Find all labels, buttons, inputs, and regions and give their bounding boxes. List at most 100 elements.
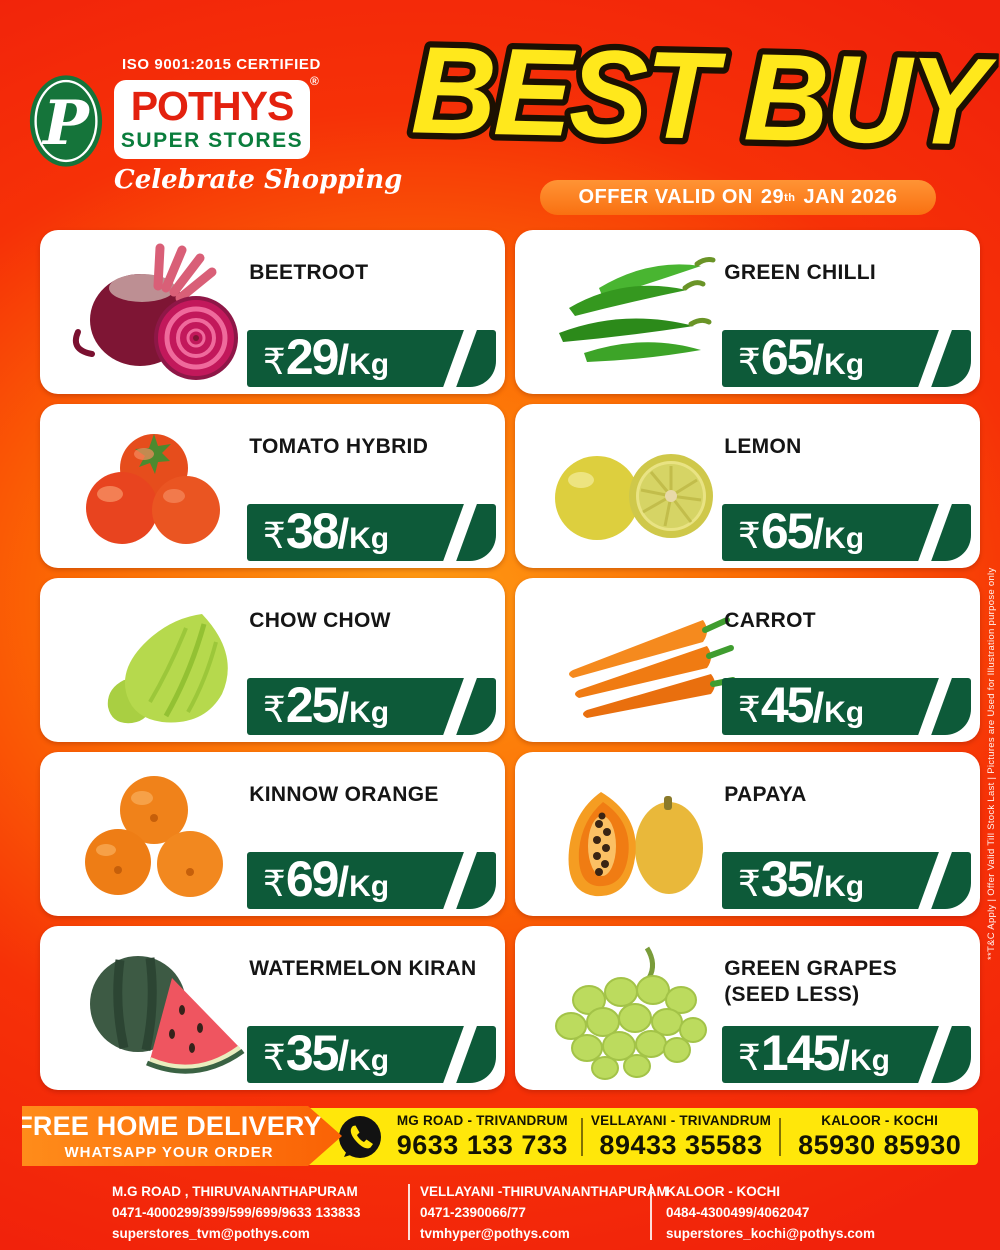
price-currency: ₹ bbox=[262, 863, 286, 904]
branch-divider bbox=[580, 1117, 583, 1156]
offer-day: 29 bbox=[760, 186, 785, 208]
bestbuy-title-text: BEST BUY bbox=[410, 21, 997, 171]
price-amount: 145 bbox=[760, 1026, 840, 1081]
pothys-monogram: P bbox=[41, 88, 91, 159]
offer-prefix: OFFER VALID ON bbox=[578, 186, 753, 208]
price-currency: ₹ bbox=[737, 1037, 761, 1078]
green-grapes-image bbox=[555, 946, 707, 1080]
product-price: ₹65/Kg bbox=[722, 504, 971, 561]
price-unit: Kg bbox=[349, 696, 390, 729]
contact-phone: 0484-4300499/4062047 bbox=[666, 1204, 810, 1220]
product-card: GREEN GRAPES (SEED LESS) ₹145/Kg bbox=[515, 926, 980, 1090]
price-currency: ₹ bbox=[737, 515, 761, 556]
contact-divider bbox=[650, 1184, 652, 1240]
product-price: ₹69/Kg bbox=[247, 852, 496, 909]
price-slash: / bbox=[812, 336, 825, 383]
contact-column: KALOOR - KOCHI 0484-4300499/4062047 supe… bbox=[666, 1182, 875, 1245]
product-price: ₹29/Kg bbox=[247, 330, 496, 387]
price-amount: 38 bbox=[285, 504, 340, 559]
whatsapp-icon bbox=[339, 1115, 381, 1158]
price-ribbon: ₹69/Kg bbox=[246, 852, 496, 909]
price-currency: ₹ bbox=[262, 689, 286, 730]
contact-email: tvmhyper@pothys.com bbox=[420, 1225, 570, 1241]
bestbuy-title: BEST BUY bbox=[404, 15, 1000, 178]
price-currency: ₹ bbox=[262, 515, 286, 556]
price-slash: / bbox=[337, 336, 350, 383]
price-ribbon: ₹65/Kg bbox=[721, 330, 971, 387]
price-unit: Kg bbox=[824, 696, 865, 729]
kinnow-orange-image bbox=[85, 776, 223, 897]
contact-column: M.G ROAD , THIRUVANANTHAPURAM 0471-40002… bbox=[112, 1182, 361, 1245]
green-chilli-image bbox=[559, 257, 716, 362]
registered-mark: ® bbox=[310, 74, 319, 88]
branch-group: VELLAYANI - TRIVANDRUM 89433 35583 bbox=[583, 1112, 780, 1161]
price-ribbon: ₹25/Kg bbox=[246, 678, 496, 735]
brand-wordmark: ISO 9001:2015 CERTIFIED POTHYS SUPER STO… bbox=[114, 56, 403, 196]
contact-address: M.G ROAD , THIRUVANANTHAPURAM bbox=[112, 1184, 358, 1199]
branch-phone: 9633 133 733 bbox=[396, 1130, 568, 1161]
product-price: ₹38/Kg bbox=[247, 504, 496, 561]
price-amount: 35 bbox=[760, 852, 815, 907]
price-slash: / bbox=[337, 1032, 350, 1079]
branch-label: VELLAYANI - TRIVANDRUM bbox=[590, 1113, 772, 1129]
contact-email: superstores_kochi@pothys.com bbox=[666, 1225, 875, 1241]
product-name: TOMATO HYBRID bbox=[249, 435, 429, 458]
price-amount: 25 bbox=[285, 678, 340, 733]
branch-phone: 85930 85930 bbox=[798, 1130, 962, 1161]
product-name: CARROT bbox=[724, 609, 816, 632]
product-card: LEMON ₹65/Kg bbox=[515, 404, 980, 568]
price-ribbon: ₹38/Kg bbox=[246, 504, 496, 561]
price-amount: 65 bbox=[760, 330, 815, 385]
branch-label: MG ROAD - TRIVANDRUM bbox=[396, 1113, 568, 1129]
price-ribbon: ₹45/Kg bbox=[721, 678, 971, 735]
brand-tagline: Celebrate Shopping bbox=[114, 165, 403, 196]
price-slash: / bbox=[838, 1032, 850, 1079]
carrot-image bbox=[569, 617, 736, 718]
watermelon-image bbox=[90, 956, 245, 1074]
contact-phone: 0471-2390066/77 bbox=[420, 1204, 526, 1220]
price-slash: / bbox=[812, 510, 825, 557]
papaya-image bbox=[568, 792, 703, 897]
branch-phone: 89433 35583 bbox=[599, 1130, 763, 1161]
product-card: CARROT ₹45/Kg bbox=[515, 578, 980, 742]
product-card: TOMATO HYBRID ₹38/Kg bbox=[40, 404, 505, 568]
price-unit: Kg bbox=[349, 348, 390, 381]
contact-phone: 0471-4000299/399/599/699/9633 133833 bbox=[112, 1204, 361, 1220]
product-name: BEETROOT bbox=[249, 261, 369, 284]
branch-group: MG ROAD - TRIVANDRUM 9633 133 733 bbox=[384, 1112, 581, 1161]
brand-subtitle: SUPER STORES bbox=[120, 129, 304, 152]
lemon-image bbox=[555, 454, 713, 540]
price-ribbon: ₹145/Kg bbox=[721, 1026, 971, 1083]
price-amount: 65 bbox=[760, 504, 815, 559]
price-unit: Kg bbox=[349, 870, 390, 903]
price-currency: ₹ bbox=[262, 1037, 286, 1078]
contact-column: VELLAYANI -THIRUVANANTHAPURAM 0471-23900… bbox=[420, 1182, 668, 1245]
price-slash: / bbox=[337, 510, 350, 557]
product-name: WATERMELON KIRAN bbox=[249, 957, 477, 980]
chow-chow-image bbox=[107, 614, 228, 724]
contact-address: VELLAYANI -THIRUVANANTHAPURAM bbox=[420, 1184, 668, 1199]
price-unit: Kg bbox=[849, 1044, 890, 1077]
product-name: GREEN GRAPES (SEED LESS) bbox=[724, 957, 898, 1006]
product-card: BEETROOT ₹29/Kg bbox=[40, 230, 505, 394]
contact-divider bbox=[408, 1184, 410, 1240]
product-price: ₹35/Kg bbox=[247, 1026, 496, 1083]
product-name: GREEN CHILLI bbox=[724, 261, 877, 284]
tomato-image bbox=[86, 434, 220, 544]
contact-email: superstores_tvm@pothys.com bbox=[112, 1225, 310, 1241]
price-currency: ₹ bbox=[737, 689, 761, 730]
offer-validity-pill: OFFER VALID ON 29 th JAN 2026 bbox=[540, 180, 936, 215]
offer-rest: JAN 2026 bbox=[803, 186, 898, 208]
offer-day-suffix: th bbox=[784, 191, 796, 204]
branch-label: KALOOR - KOCHI bbox=[821, 1113, 939, 1129]
price-amount: 35 bbox=[285, 1026, 340, 1081]
product-name: CHOW CHOW bbox=[249, 609, 391, 632]
brand-badge: POTHYS SUPER STORES bbox=[114, 80, 310, 160]
product-name: KINNOW ORANGE bbox=[249, 783, 439, 806]
product-card: PAPAYA ₹35/Kg bbox=[515, 752, 980, 916]
price-ribbon: ₹65/Kg bbox=[721, 504, 971, 561]
price-amount: 69 bbox=[285, 852, 340, 907]
price-amount: 29 bbox=[285, 330, 340, 385]
iso-certified-text: ISO 9001:2015 CERTIFIED bbox=[122, 56, 321, 73]
